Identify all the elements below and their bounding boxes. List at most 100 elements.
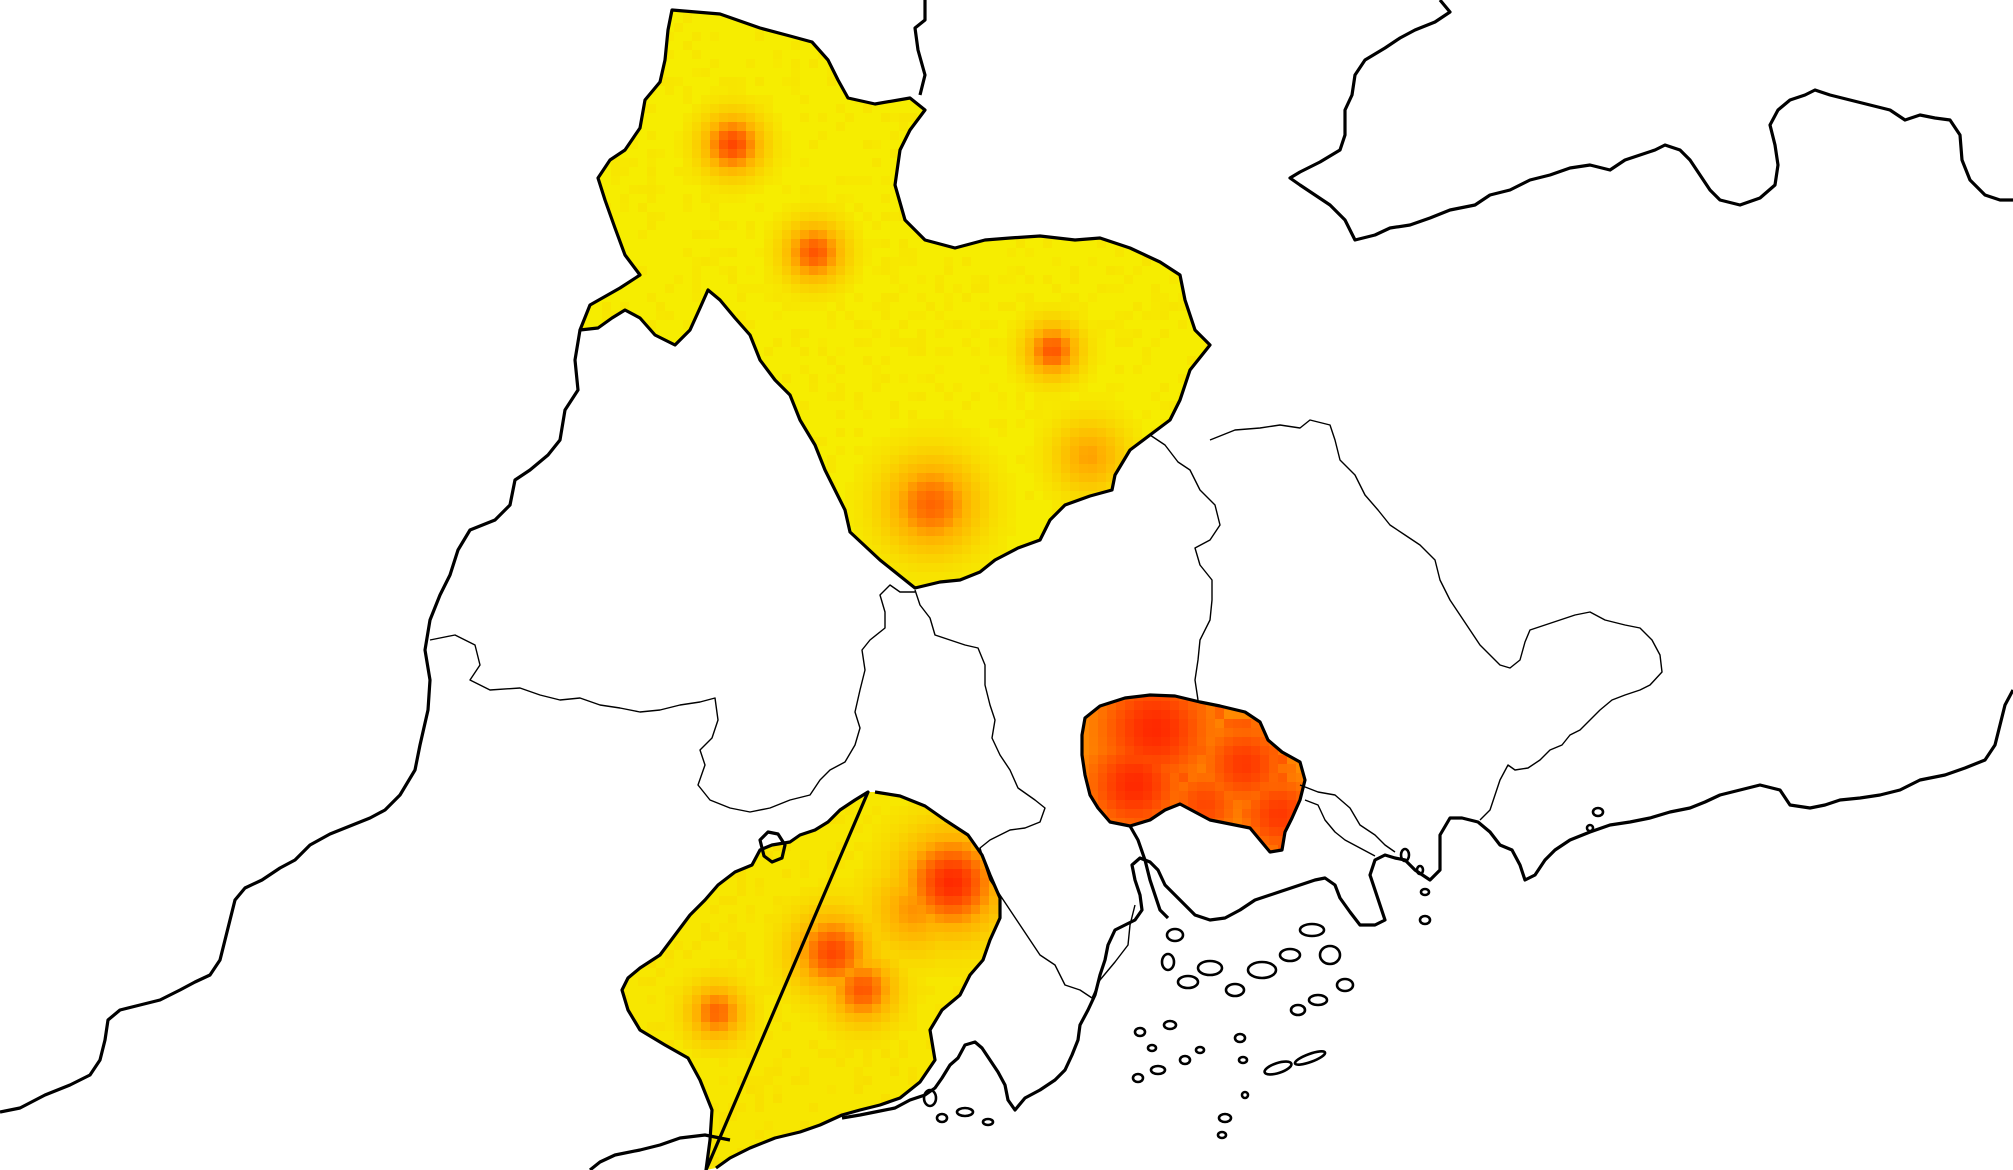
heat-cell xyxy=(692,32,701,41)
heat-cell xyxy=(1134,791,1143,800)
heat-cell xyxy=(1178,320,1187,329)
heat-cell xyxy=(728,527,737,536)
heat-cell xyxy=(944,491,953,500)
heat-cell xyxy=(638,1094,647,1103)
heat-cell xyxy=(737,122,746,131)
heat-cell xyxy=(656,14,665,23)
heat-cell xyxy=(1152,854,1161,863)
heat-cell xyxy=(1115,455,1124,464)
heat-cell xyxy=(1134,746,1143,755)
heat-cell xyxy=(800,1067,809,1076)
heat-cell xyxy=(872,140,881,149)
heat-cell xyxy=(683,1139,692,1148)
heat-cell xyxy=(791,41,800,50)
heat-cell xyxy=(683,320,692,329)
heat-cell xyxy=(962,869,971,878)
heat-cell xyxy=(746,365,755,374)
heat-cell xyxy=(989,59,998,68)
boundary-inner-east-large xyxy=(1209,419,1663,821)
heat-cell xyxy=(1296,701,1305,710)
heat-cell xyxy=(782,995,791,1004)
heat-cell xyxy=(629,185,638,194)
heat-cell xyxy=(602,68,611,77)
heat-cell xyxy=(602,554,611,563)
heat-cell xyxy=(737,482,746,491)
heat-cell xyxy=(773,50,782,59)
heat-cell xyxy=(1196,230,1205,239)
heat-cell xyxy=(944,10,953,14)
heat-cell xyxy=(1260,764,1269,773)
heat-cell xyxy=(782,806,791,815)
heat-cell xyxy=(1187,410,1196,419)
heat-cell xyxy=(953,230,962,239)
heat-cell xyxy=(1025,104,1034,113)
heat-cell xyxy=(1133,482,1142,491)
heat-cell xyxy=(683,464,692,473)
heat-cell xyxy=(980,923,989,932)
heat-cell xyxy=(764,932,773,941)
heat-cell xyxy=(836,392,845,401)
heat-cell xyxy=(1034,455,1043,464)
heat-cell xyxy=(755,158,764,167)
heat-cell xyxy=(836,977,845,986)
heat-cell xyxy=(809,995,818,1004)
heat-cell xyxy=(791,527,800,536)
heat-cell xyxy=(1178,491,1187,500)
heat-cell xyxy=(710,554,719,563)
heat-cell xyxy=(1052,419,1061,428)
heat-cell xyxy=(809,923,818,932)
heat-cell xyxy=(1305,791,1314,800)
heat-cell xyxy=(935,284,944,293)
heat-cell xyxy=(647,869,656,878)
heat-cell xyxy=(755,1031,764,1040)
heat-cell xyxy=(1278,728,1287,737)
heat-cell xyxy=(854,527,863,536)
heat-cell xyxy=(1106,86,1115,95)
heat-cell xyxy=(989,419,998,428)
heat-cell xyxy=(1169,176,1178,185)
heat-cell xyxy=(611,41,620,50)
heat-cell xyxy=(701,995,710,1004)
heat-cell xyxy=(953,419,962,428)
heat-cell xyxy=(1097,356,1106,365)
heat-cell xyxy=(782,491,791,500)
heat-cell xyxy=(935,1031,944,1040)
heat-cell xyxy=(665,455,674,464)
heat-cell xyxy=(773,140,782,149)
heat-cell xyxy=(917,158,926,167)
heat-cell xyxy=(989,167,998,176)
heat-cell xyxy=(674,824,683,833)
heat-cell xyxy=(1061,41,1070,50)
heat-cell xyxy=(944,806,953,815)
heat-cell xyxy=(1098,737,1107,746)
heat-cell xyxy=(602,311,611,320)
heat-cell xyxy=(935,968,944,977)
heat-cell xyxy=(863,860,872,869)
heat-cell xyxy=(1034,77,1043,86)
heat-cell xyxy=(818,248,827,257)
heat-cell xyxy=(872,878,881,887)
heat-cell xyxy=(863,950,872,959)
heat-cell xyxy=(818,878,827,887)
heat-cell xyxy=(1097,446,1106,455)
heat-cell xyxy=(827,374,836,383)
heat-cell xyxy=(764,1121,773,1130)
heat-cell xyxy=(899,860,908,869)
heat-cell xyxy=(1007,212,1016,221)
heat-cell xyxy=(1089,737,1098,746)
heat-cell xyxy=(602,77,611,86)
heat-cell xyxy=(1287,710,1296,719)
heat-cell xyxy=(1160,239,1169,248)
heat-cell xyxy=(629,1049,638,1058)
heat-cell xyxy=(908,203,917,212)
heat-cell xyxy=(683,896,692,905)
heat-cell xyxy=(683,95,692,104)
heat-cell xyxy=(728,347,737,356)
heat-cell xyxy=(944,392,953,401)
heat-cell xyxy=(863,851,872,860)
heat-cell xyxy=(863,932,872,941)
heat-cell xyxy=(1170,782,1179,791)
heat-cell xyxy=(1142,257,1151,266)
heat-cell xyxy=(755,536,764,545)
